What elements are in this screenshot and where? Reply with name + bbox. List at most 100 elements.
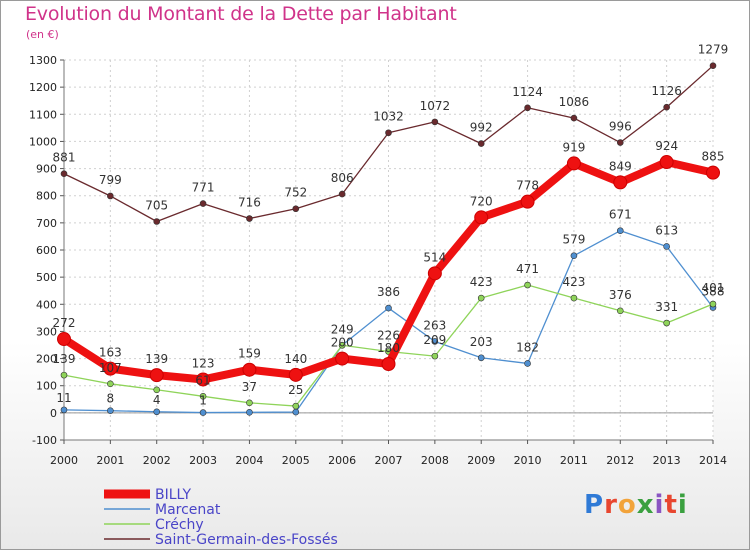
data-label: 716: [238, 196, 261, 210]
data-label: 163: [99, 346, 122, 360]
data-label: 159: [238, 347, 261, 361]
data-label: 107: [99, 361, 122, 375]
y-tick-label: 100: [36, 380, 57, 393]
data-point: [292, 402, 300, 410]
data-point: [477, 294, 485, 302]
logo-letter: P: [584, 490, 605, 520]
unit-label: (en €): [26, 28, 59, 41]
data-point: [107, 407, 114, 414]
data-label: 423: [470, 275, 493, 289]
data-label: 388: [702, 285, 725, 299]
data-label: 1126: [651, 84, 682, 98]
data-label: 1279: [698, 43, 729, 57]
legend-label: BILLY: [155, 487, 191, 503]
y-tick-label: 600: [36, 244, 57, 257]
data-label: 209: [423, 333, 446, 347]
y-tick-label: 500: [36, 271, 57, 284]
data-point: [524, 104, 531, 112]
x-tick-label: 2012: [606, 454, 634, 467]
x-tick-label: 2003: [189, 454, 217, 467]
data-label: 139: [145, 352, 168, 366]
y-tick-label: 700: [36, 217, 57, 230]
data-label: 4: [153, 393, 161, 407]
y-tick-label: 200: [36, 353, 57, 366]
y-tick-label: 300: [36, 325, 57, 338]
chart-title: Evolution du Montant de la Dette par Hab…: [25, 3, 457, 25]
y-tick-label: 800: [36, 190, 57, 203]
data-point: [570, 114, 578, 122]
data-point: [385, 129, 392, 137]
logo-letter: r: [604, 490, 618, 520]
data-point: [288, 367, 303, 382]
legend-label: Créchy: [155, 517, 204, 533]
data-point: [246, 215, 253, 222]
y-tick-label: 1000: [29, 135, 57, 148]
x-tick-label: 2006: [328, 454, 356, 467]
x-tick-label: 2007: [375, 454, 403, 467]
data-label: 778: [516, 179, 539, 193]
data-point: [709, 62, 717, 69]
data-label: 919: [562, 140, 585, 154]
data-label: 849: [609, 159, 632, 173]
data-label: 61: [195, 373, 210, 387]
data-label: 386: [377, 285, 400, 299]
data-label: 123: [192, 356, 215, 370]
data-label: 401: [702, 281, 725, 295]
data-point: [427, 266, 442, 281]
data-label: 8: [107, 392, 115, 406]
data-label: 25: [288, 383, 303, 397]
data-label: 249: [331, 322, 354, 336]
data-label: 272: [53, 316, 76, 330]
data-point: [246, 409, 253, 416]
data-point: [709, 300, 717, 308]
data-label: 885: [702, 150, 725, 164]
data-point: [107, 380, 114, 388]
y-tick-label: 1100: [29, 108, 57, 121]
data-point: [570, 294, 578, 302]
data-point: [199, 409, 207, 416]
data-point: [149, 368, 164, 383]
data-label: 376: [609, 288, 632, 302]
data-label: 514: [423, 250, 446, 264]
legend-label: Marcenat: [155, 502, 221, 518]
x-tick-label: 2011: [560, 454, 588, 467]
y-tick-label: -100: [32, 434, 57, 447]
data-point: [246, 399, 253, 407]
data-label: 579: [562, 233, 585, 247]
data-point: [520, 194, 535, 209]
data-point: [153, 386, 161, 394]
data-point: [659, 155, 674, 170]
data-point: [199, 392, 207, 400]
data-point: [474, 210, 489, 225]
data-label: 11: [56, 391, 71, 405]
data-label: 1: [199, 394, 207, 408]
data-point: [381, 357, 396, 371]
data-point: [477, 354, 485, 362]
data-point: [57, 332, 71, 347]
data-point: [663, 243, 670, 250]
x-tick-label: 2005: [282, 454, 310, 467]
x-tick-label: 2004: [235, 454, 263, 467]
data-label: 423: [562, 275, 585, 289]
data-label: 806: [331, 171, 354, 185]
y-tick-label: 0: [50, 407, 57, 420]
data-point: [663, 319, 670, 327]
y-tick-label: 1300: [29, 54, 57, 67]
logo-letter: i: [677, 490, 688, 520]
data-point: [524, 281, 531, 289]
y-tick-label: 900: [36, 163, 57, 176]
x-tick-label: 2002: [143, 454, 171, 467]
data-label: 771: [192, 181, 215, 195]
data-point: [199, 200, 207, 207]
y-tick-label: 1200: [29, 81, 57, 94]
data-label: 924: [655, 139, 678, 153]
data-point: [524, 360, 531, 367]
data-label: 331: [655, 300, 678, 314]
data-point: [616, 307, 624, 315]
data-point: [385, 304, 392, 312]
data-point: [292, 408, 300, 416]
data-label: 705: [145, 199, 168, 213]
x-tick-label: 2013: [653, 454, 681, 467]
data-label: 996: [609, 120, 632, 134]
x-tick-label: 2010: [514, 454, 542, 467]
